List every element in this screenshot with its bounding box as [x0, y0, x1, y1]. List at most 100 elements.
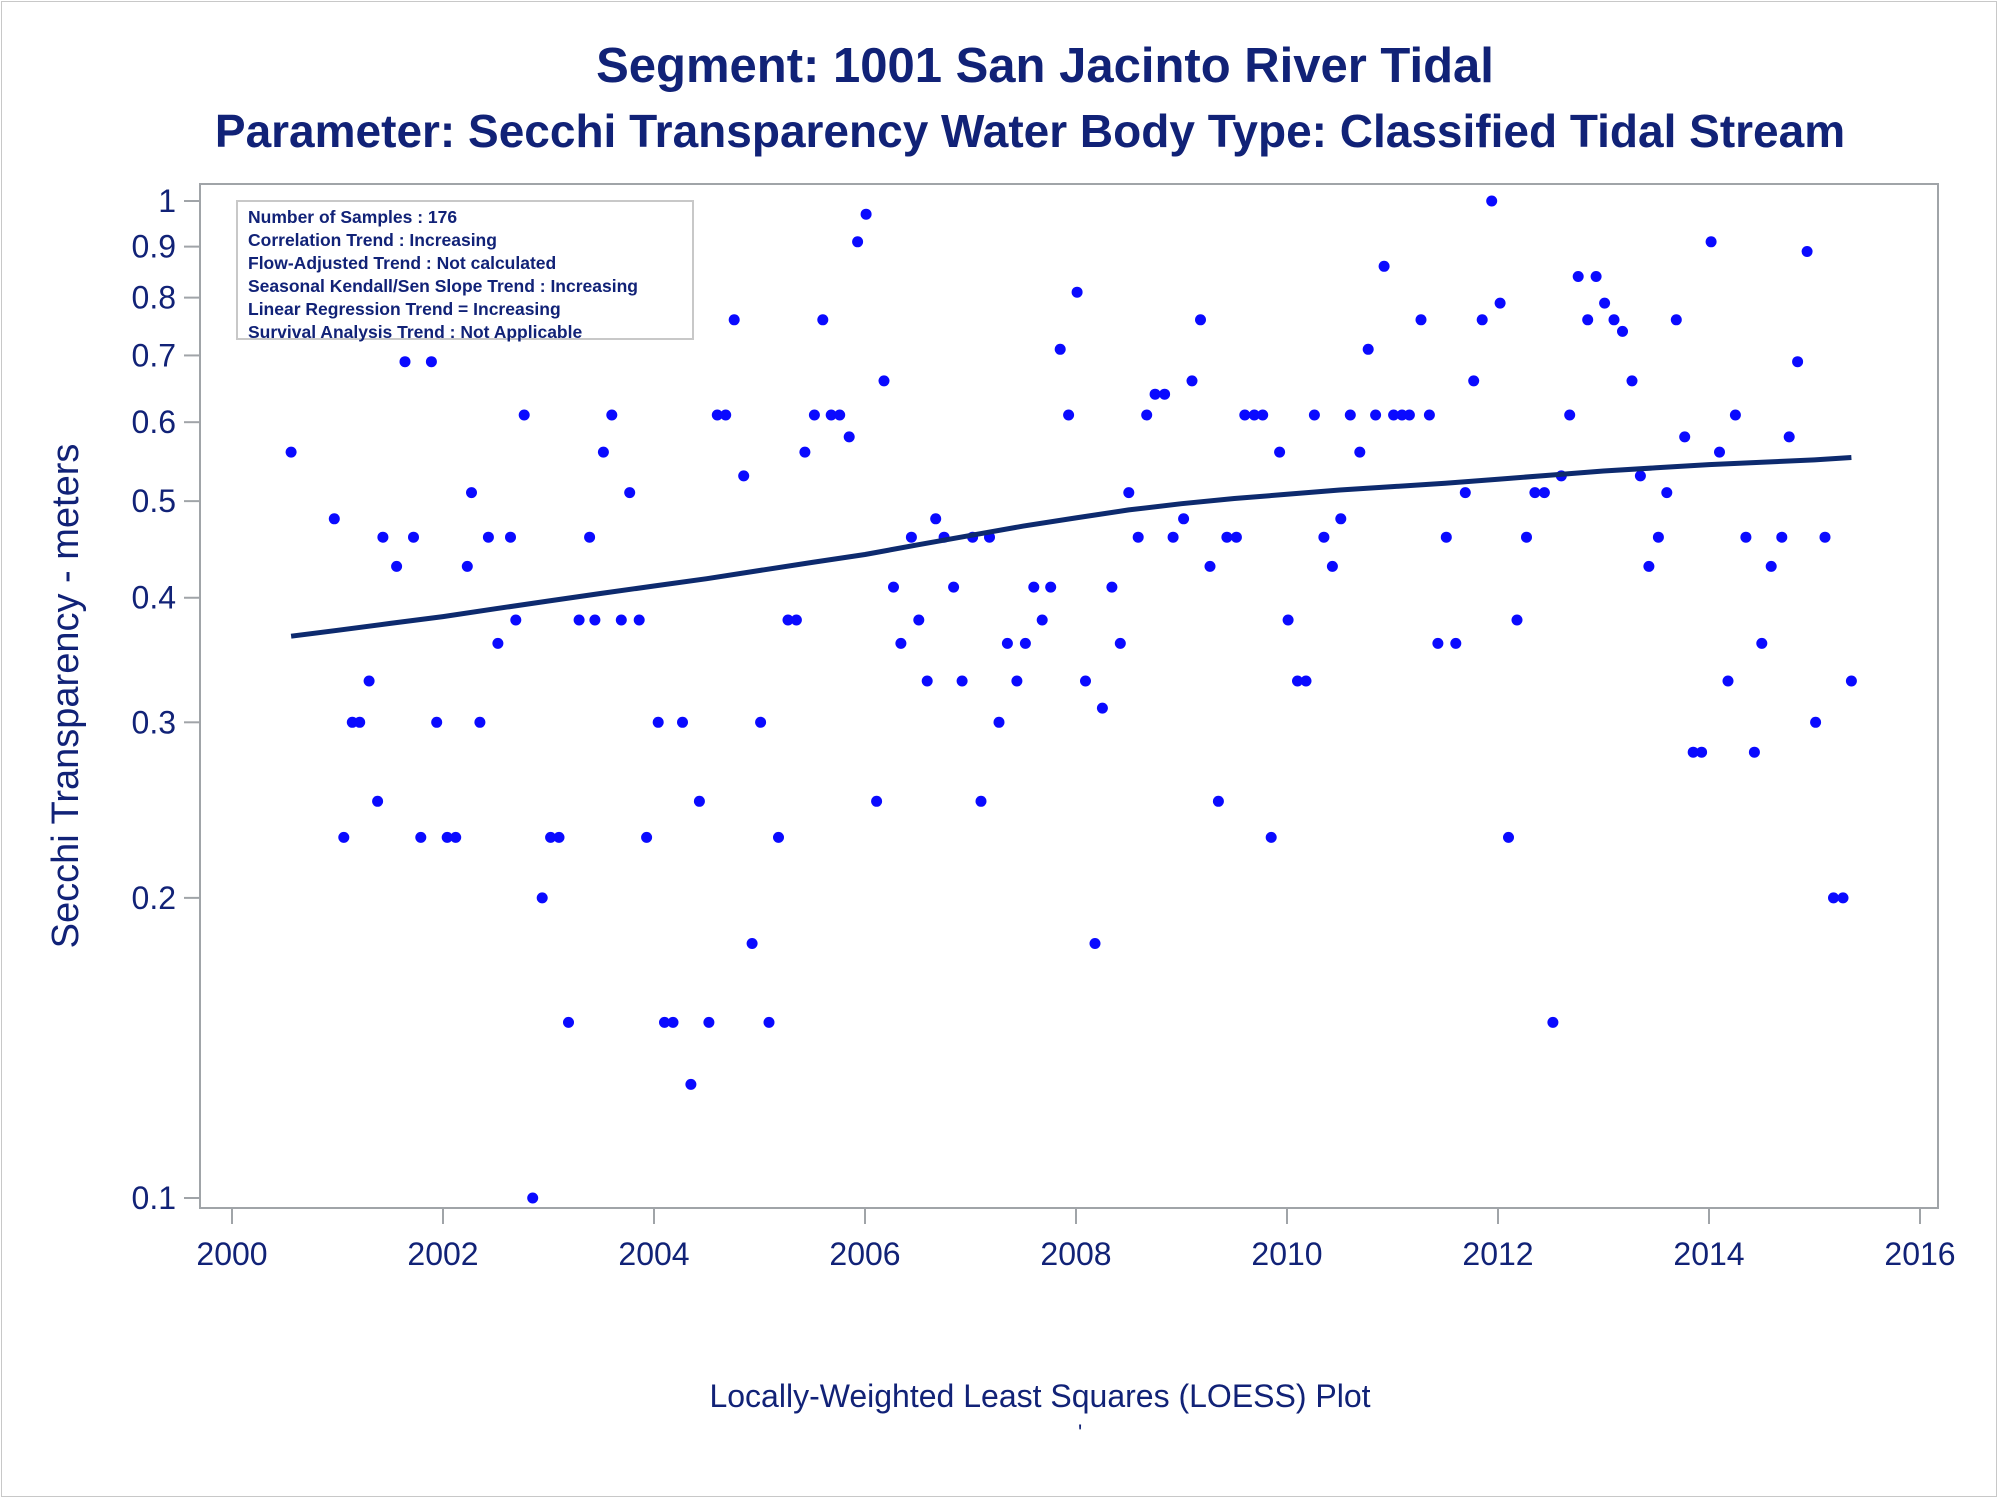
data-point [1089, 938, 1101, 949]
data-point [1765, 560, 1777, 572]
data-point [415, 831, 427, 843]
data-point [808, 409, 820, 421]
data-point [677, 716, 688, 728]
x-tick-label: 2002 [407, 1236, 478, 1272]
data-point [1617, 325, 1628, 337]
data-point [905, 531, 917, 543]
data-point [1450, 637, 1462, 649]
data-point [1705, 236, 1717, 248]
data-point [773, 831, 784, 843]
data-point [956, 675, 968, 687]
data-point [1783, 431, 1795, 443]
data-point [641, 831, 653, 843]
data-point [1670, 314, 1682, 326]
data-point [1354, 446, 1366, 458]
data-point [474, 716, 486, 728]
data-point [441, 831, 453, 843]
data-point [1486, 195, 1498, 207]
trend-stats-box: Number of Samples : 176 Correlation Tren… [236, 200, 694, 342]
y-axis: 0.1 0.2 0.3 0.4 0.5 0.6 0.7 0.8 0.9 1 [132, 183, 200, 1216]
data-point [1036, 614, 1048, 626]
data-point [1599, 297, 1611, 309]
data-point [377, 531, 389, 543]
data-point [825, 409, 837, 421]
data-point [1230, 531, 1242, 543]
data-point [1388, 409, 1400, 421]
data-point [1468, 375, 1480, 387]
plot-area-frame [199, 183, 1939, 1209]
data-point [860, 208, 872, 220]
data-point [1722, 675, 1734, 687]
data-point [1248, 409, 1260, 421]
data-point [466, 487, 477, 499]
data-point [1729, 409, 1741, 421]
data-point [1792, 356, 1804, 368]
footnote-mark: ' [1078, 1420, 1083, 1445]
data-point [597, 446, 609, 458]
data-point [1114, 637, 1126, 649]
data-point [1378, 260, 1390, 272]
data-point [633, 614, 645, 626]
stat-survival-analysis-trend: Survival Analysis Trend : Not Applicable [248, 322, 583, 342]
data-point [1776, 531, 1788, 543]
loess-line [290, 455, 1852, 639]
data-point [372, 795, 384, 807]
data-point [1308, 409, 1320, 421]
data-point [1415, 314, 1427, 326]
data-point [1590, 271, 1602, 282]
data-point [1503, 831, 1514, 843]
data-point [1257, 409, 1269, 421]
data-point [843, 431, 855, 443]
data-point [492, 637, 504, 649]
data-point [354, 716, 366, 728]
data-point [1132, 531, 1144, 543]
data-point [391, 560, 403, 572]
data-point [1362, 343, 1374, 355]
data-point [1810, 716, 1822, 728]
x-tick-label: 2006 [829, 1236, 900, 1272]
stat-linear-regression-trend: Linear Regression Trend = Increasing [248, 299, 561, 319]
data-point [1335, 513, 1347, 525]
data-point [975, 795, 987, 807]
data-point [1714, 446, 1725, 458]
data-point [1748, 746, 1760, 758]
data-point [1001, 637, 1013, 649]
data-point [720, 409, 732, 421]
data-point [363, 675, 375, 687]
y-tick-label: 0.9 [132, 229, 176, 265]
data-point [589, 614, 601, 626]
data-point [1063, 409, 1075, 421]
data-point [895, 637, 907, 649]
y-tick-label: 0.4 [132, 580, 176, 616]
data-point [1071, 286, 1083, 298]
data-point [1582, 314, 1594, 326]
data-point [1626, 375, 1638, 387]
data-point [1837, 892, 1849, 904]
data-point [1529, 487, 1541, 499]
data-point [1819, 531, 1831, 543]
data-point [399, 356, 411, 368]
data-point [1696, 746, 1708, 758]
data-point [431, 716, 443, 728]
x-tick-label: 2010 [1251, 1236, 1322, 1272]
data-point [1661, 487, 1673, 499]
data-point [545, 831, 557, 843]
data-point [878, 375, 890, 387]
data-point [338, 831, 350, 843]
data-point [1538, 487, 1550, 499]
data-point [510, 614, 522, 626]
data-point [1186, 375, 1198, 387]
data-point [425, 356, 437, 368]
data-point [1344, 409, 1356, 421]
data-point [461, 560, 473, 572]
data-point [1572, 271, 1584, 282]
stat-flow-adjusted-trend: Flow-Adjusted Trend : Not calculated [248, 253, 557, 273]
data-point [667, 1016, 679, 1028]
data-point [1511, 614, 1523, 626]
data-point [746, 938, 758, 949]
data-point [1801, 246, 1813, 257]
x-axis: 2000 2002 2004 2006 2008 2010 2012 2014 2016 [196, 1208, 1956, 1272]
data-point [1054, 343, 1066, 355]
data-point [1608, 314, 1620, 326]
